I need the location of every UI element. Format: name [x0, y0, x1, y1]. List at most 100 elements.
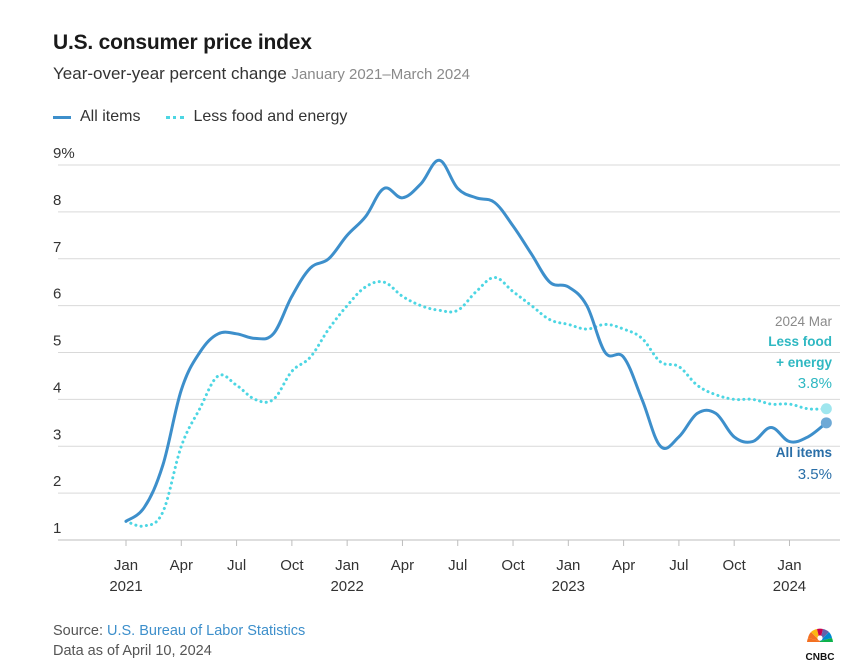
data-point-all-items	[382, 186, 386, 190]
legend-item-core: Less food and energy	[166, 108, 347, 126]
footer-source-link[interactable]: U.S. Bureau of Labor Statistics	[107, 623, 306, 639]
gridlines	[58, 164, 840, 541]
x-tick-label: Oct	[280, 557, 304, 574]
data-point-core	[382, 280, 386, 284]
x-tick-label: Jul	[448, 557, 467, 574]
data-point-core	[658, 360, 662, 364]
data-point-all-items	[585, 304, 589, 308]
data-point-core	[216, 374, 220, 378]
data-point-all-items	[548, 280, 552, 284]
data-point-core	[566, 322, 570, 326]
x-tick-year: 2021	[109, 578, 142, 595]
x-tick-year: 2022	[330, 578, 363, 595]
y-tick-label: 4	[53, 379, 61, 396]
footer-date: Data as of April 10, 2024	[53, 643, 212, 659]
data-point-all-items	[714, 411, 718, 415]
footer-source-prefix: Source:	[53, 623, 107, 639]
data-point-all-items	[658, 444, 662, 448]
data-point-all-items	[161, 463, 165, 467]
x-tick-year: 2024	[773, 578, 806, 595]
series-points	[124, 158, 828, 528]
data-point-core	[179, 444, 183, 448]
data-point-core	[124, 519, 128, 523]
data-point-core	[290, 369, 294, 373]
data-point-all-items	[769, 426, 773, 430]
data-point-core	[751, 397, 755, 401]
data-point-core	[327, 327, 331, 331]
endpoint-markers	[820, 403, 832, 429]
data-point-all-items	[474, 196, 478, 200]
data-point-core	[511, 290, 515, 294]
data-point-all-items	[751, 440, 755, 444]
annotation-core-label-2: + energy	[776, 355, 832, 370]
y-tick-label: 7	[53, 239, 61, 256]
series-line-all-items	[124, 158, 828, 523]
legend-item-all-items: All items	[53, 108, 140, 126]
data-point-core	[198, 407, 202, 411]
data-point-all-items	[622, 355, 626, 359]
data-point-all-items	[677, 435, 681, 439]
data-point-all-items	[142, 505, 146, 509]
x-tick-label: Oct	[723, 557, 747, 574]
legend-label-core: Less food and energy	[193, 108, 348, 125]
data-point-all-items	[456, 186, 460, 190]
end-annotations: 2024 Mar Less food + energy 3.8% All ite…	[768, 314, 832, 483]
annotation-all-value: 3.5%	[798, 466, 832, 483]
data-point-core	[787, 402, 791, 406]
data-point-all-items	[695, 411, 699, 415]
x-tick-label: Jan	[777, 557, 801, 574]
data-point-core	[308, 355, 312, 359]
data-point-core	[161, 510, 165, 514]
data-point-all-items	[308, 266, 312, 270]
x-tick-year: 2023	[552, 578, 585, 595]
x-tick-label: Apr	[170, 557, 193, 574]
data-point-core	[345, 304, 349, 308]
y-tick-label: 3	[53, 426, 61, 443]
x-tick-label: Jan	[114, 557, 138, 574]
data-point-core	[585, 327, 589, 331]
data-point-core	[603, 322, 607, 326]
data-point-core	[529, 304, 533, 308]
x-tick-label: Oct	[501, 557, 525, 574]
y-tick-label: 8	[53, 192, 61, 209]
data-point-core	[622, 327, 626, 331]
data-point-all-items	[345, 233, 349, 237]
logo-text: CNBC	[806, 652, 835, 662]
data-point-core	[142, 524, 146, 528]
data-point-core	[769, 402, 773, 406]
legend-label-all-items: All items	[80, 108, 141, 125]
chart-subtitle: Year-over-year percent change January 20…	[53, 64, 470, 84]
data-point-all-items	[198, 351, 202, 355]
data-point-core	[714, 393, 718, 397]
data-point-all-items	[271, 332, 275, 336]
x-axis-ticks: Jan 2021 Apr Jul Oct Jan 2022 Apr Jul Oct Jan 2023 A…	[109, 540, 806, 595]
data-point-all-items	[179, 388, 183, 392]
data-point-all-items	[732, 435, 736, 439]
data-point-all-items	[806, 435, 810, 439]
y-tick-label: 5	[53, 333, 61, 350]
data-point-core	[364, 285, 368, 289]
x-tick-label: Jan	[556, 557, 580, 574]
legend-swatch-solid	[53, 115, 71, 119]
data-point-all-items	[603, 351, 607, 355]
data-point-core	[437, 308, 441, 312]
data-point-core	[253, 397, 257, 401]
x-tick-label: Apr	[612, 557, 635, 574]
data-point-core	[235, 383, 239, 387]
data-point-all-items	[290, 294, 294, 298]
annotation-core-label-1: Less food	[768, 334, 832, 349]
data-point-all-items	[327, 257, 331, 261]
legend-swatch-dotted	[166, 115, 185, 119]
data-point-core	[474, 290, 478, 294]
data-point-all-items	[216, 332, 220, 336]
data-point-core	[548, 318, 552, 322]
x-tick-label: Jan	[335, 557, 359, 574]
data-point-all-items	[640, 397, 644, 401]
data-point-all-items	[511, 224, 515, 228]
data-point-core	[640, 336, 644, 340]
data-point-all-items	[787, 440, 791, 444]
chart-title: U.S. consumer price index	[53, 31, 312, 54]
data-point-all-items	[493, 201, 497, 205]
legend: All items Less food and energy	[53, 108, 373, 126]
data-point-all-items	[566, 285, 570, 289]
